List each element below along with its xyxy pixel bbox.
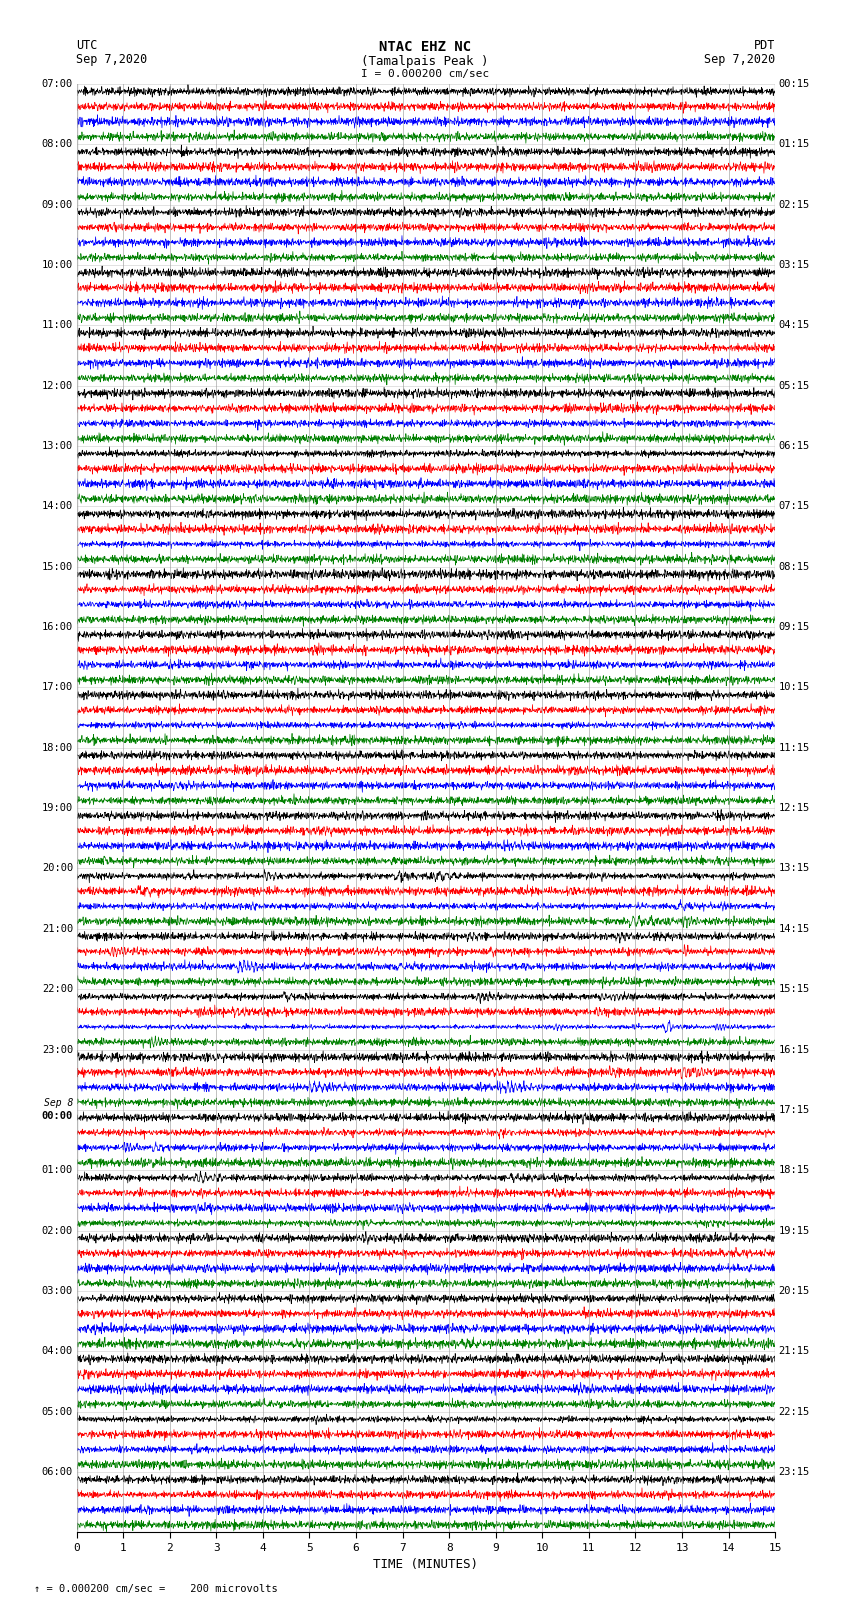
Text: 02:15: 02:15 [779, 200, 810, 210]
Text: 23:15: 23:15 [779, 1466, 810, 1478]
Text: 19:15: 19:15 [779, 1226, 810, 1236]
Text: PDT: PDT [754, 39, 775, 52]
Text: 16:00: 16:00 [42, 623, 73, 632]
Text: 00:15: 00:15 [779, 79, 810, 89]
Text: UTC: UTC [76, 39, 98, 52]
Text: 20:15: 20:15 [779, 1286, 810, 1295]
Text: 05:00: 05:00 [42, 1407, 73, 1416]
Text: 17:00: 17:00 [42, 682, 73, 692]
Text: 21:00: 21:00 [42, 924, 73, 934]
Text: 00:00: 00:00 [42, 1111, 73, 1121]
Text: 12:15: 12:15 [779, 803, 810, 813]
Text: 20:00: 20:00 [42, 863, 73, 874]
Text: 07:15: 07:15 [779, 502, 810, 511]
Text: 14:00: 14:00 [42, 502, 73, 511]
Text: Sep 7,2020: Sep 7,2020 [704, 53, 775, 66]
Text: 08:15: 08:15 [779, 561, 810, 571]
Text: 04:15: 04:15 [779, 321, 810, 331]
Text: 19:00: 19:00 [42, 803, 73, 813]
Text: ↑ = 0.000200 cm/sec =    200 microvolts: ↑ = 0.000200 cm/sec = 200 microvolts [34, 1584, 278, 1594]
Text: 17:15: 17:15 [779, 1105, 810, 1115]
Text: Sep 7,2020: Sep 7,2020 [76, 53, 148, 66]
Text: 16:15: 16:15 [779, 1045, 810, 1055]
Text: 23:00: 23:00 [42, 1045, 73, 1055]
Text: 08:00: 08:00 [42, 139, 73, 150]
Text: 10:00: 10:00 [42, 260, 73, 269]
Text: 14:15: 14:15 [779, 924, 810, 934]
Text: (Tamalpais Peak ): (Tamalpais Peak ) [361, 55, 489, 68]
Text: 11:15: 11:15 [779, 742, 810, 753]
Text: 05:15: 05:15 [779, 381, 810, 390]
Text: 11:00: 11:00 [42, 321, 73, 331]
Text: 01:15: 01:15 [779, 139, 810, 150]
Text: 06:15: 06:15 [779, 440, 810, 452]
Text: 18:15: 18:15 [779, 1165, 810, 1176]
Text: 13:00: 13:00 [42, 440, 73, 452]
Text: 15:00: 15:00 [42, 561, 73, 571]
Text: 09:15: 09:15 [779, 623, 810, 632]
Text: 22:15: 22:15 [779, 1407, 810, 1416]
Text: Sep 8: Sep 8 [43, 1098, 73, 1108]
Text: 03:00: 03:00 [42, 1286, 73, 1295]
Text: 09:00: 09:00 [42, 200, 73, 210]
Text: 21:15: 21:15 [779, 1347, 810, 1357]
Text: 12:00: 12:00 [42, 381, 73, 390]
X-axis label: TIME (MINUTES): TIME (MINUTES) [373, 1558, 479, 1571]
Text: 22:00: 22:00 [42, 984, 73, 994]
Text: NTAC EHZ NC: NTAC EHZ NC [379, 40, 471, 55]
Text: 04:00: 04:00 [42, 1347, 73, 1357]
Text: 07:00: 07:00 [42, 79, 73, 89]
Text: 18:00: 18:00 [42, 742, 73, 753]
Text: 01:00: 01:00 [42, 1165, 73, 1176]
Text: 15:15: 15:15 [779, 984, 810, 994]
Text: 02:00: 02:00 [42, 1226, 73, 1236]
Text: I = 0.000200 cm/sec: I = 0.000200 cm/sec [361, 69, 489, 79]
Text: 03:15: 03:15 [779, 260, 810, 269]
Text: 06:00: 06:00 [42, 1466, 73, 1478]
Text: 13:15: 13:15 [779, 863, 810, 874]
Text: 10:15: 10:15 [779, 682, 810, 692]
